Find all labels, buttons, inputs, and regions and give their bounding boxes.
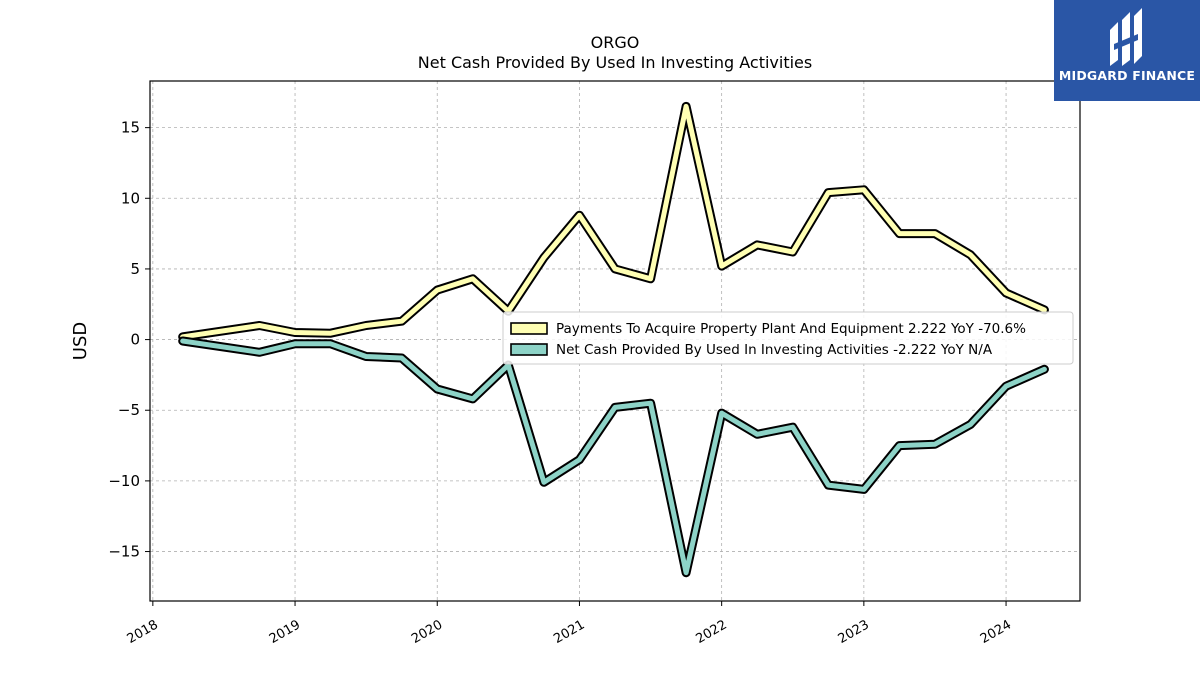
plot-area-frame (149, 80, 1081, 602)
y-tick-label: 0 (130, 331, 140, 349)
y-tick-label: −15 (108, 543, 140, 561)
x-tick-label: 2019 (267, 617, 303, 647)
logo-text: MIDGARD FINANCE (1058, 68, 1196, 83)
legend-swatch-payments (510, 322, 548, 335)
legend-box (502, 311, 1074, 365)
series-line-payments (180, 103, 1047, 340)
x-tick-label: 2024 (978, 617, 1014, 647)
chart-subtitle: Net Cash Provided By Used In Investing A… (418, 53, 812, 72)
y-axis-label: USD (70, 322, 91, 360)
legend-swatch-net-cash (510, 343, 548, 356)
midgard-finance-logo: MIDGARD FINANCE (1054, 0, 1200, 101)
series-outline-net-cash (178, 336, 1049, 578)
y-tick-label: 5 (130, 260, 140, 278)
logo-mark-icon (1110, 8, 1142, 66)
series-layer (178, 101, 1049, 578)
x-tick-label: 2018 (125, 617, 161, 647)
x-tick-label: 2021 (551, 617, 587, 647)
legend-label-net-cash: Net Cash Provided By Used In Investing A… (556, 342, 993, 358)
legend: Payments To Acquire Property Plant And E… (502, 311, 1074, 365)
y-tick-label: −5 (118, 401, 140, 419)
chart-title: ORGO (591, 33, 640, 52)
x-tick-label: 2022 (693, 617, 729, 647)
legend-label-payments: Payments To Acquire Property Plant And E… (556, 321, 1026, 337)
x-tick-label: 2020 (409, 617, 445, 647)
series-outline-payments (178, 101, 1049, 342)
y-tick-label: 15 (121, 119, 140, 137)
series-line-net-cash (180, 338, 1047, 576)
x-tick-label: 2023 (836, 617, 872, 647)
y-tick-label: 10 (121, 189, 140, 207)
y-tick-label: −10 (108, 472, 140, 490)
